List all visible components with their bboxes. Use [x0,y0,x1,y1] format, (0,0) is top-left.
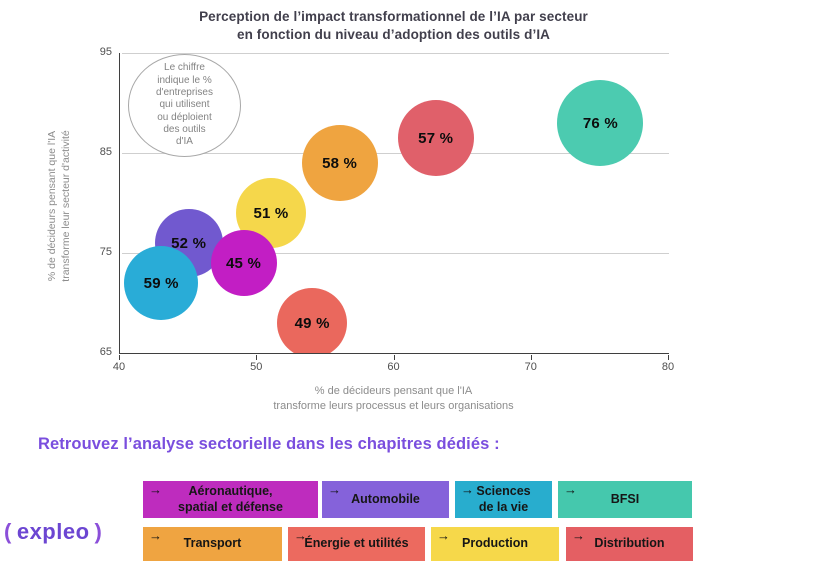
y-tick-75: 75 [99,246,112,258]
legend-item-énergie-et-utilités[interactable]: → Énergie et utilités [288,527,425,561]
legend-item-aéronautique-spatial-et-défense[interactable]: → Aéronautique, spatial et défense [143,481,318,518]
legend-item-label: Distribution [594,536,665,551]
legend-item-label: BFSI [610,491,640,506]
gridline-y-85 [122,153,669,154]
arrow-right-icon: → [437,528,450,543]
arrow-right-icon: → [149,528,162,543]
bubble-label: 59 % [143,274,179,292]
legend-item-label: Automobile [351,491,420,506]
logo-paren-open: ( [4,519,12,544]
x-tick-60: 60 [387,361,400,373]
bubble-size-note: Le chiffre indique le % d'entreprises qu… [128,54,241,157]
y-axis-label-line2: transforme leur secteur d'activité [59,130,72,282]
x-axis-label: % de décideurs pensant que l'IA transfor… [119,384,668,413]
x-tick-70: 70 [524,361,537,373]
gridline-y-75 [122,253,669,254]
legend-item-label: Production [462,536,528,551]
bubble-label: 51 % [253,204,289,222]
legend-item-label: Transport [183,536,242,551]
bubble-58pct: 58 % [301,125,378,201]
arrow-right-icon: → [572,528,585,543]
bubble-76pct: 76 % [557,80,644,166]
x-tick-40: 40 [112,361,126,373]
bubble-45pct: 45 % [210,230,277,296]
legend-item-automobile[interactable]: → Automobile [322,481,449,518]
legend-item-sciences-de-la-vie[interactable]: → Sciences de la vie [455,481,552,518]
chart-title-line2: en fonction du niveau d’adoption des out… [236,26,551,42]
arrow-right-icon: → [294,528,307,543]
legend-item-transport[interactable]: → Transport [143,527,282,561]
logo-name: expleo [16,519,90,544]
x-axis-label-line1: % de décideurs pensant que l'IA [314,385,473,397]
section-heading: Retrouvez l’analyse sectorielle dans les… [38,435,500,453]
bubble-label: 45 % [226,254,262,272]
x-tick-50: 50 [250,361,263,373]
bubble-label: 57 % [418,129,454,147]
gridline-y-95 [122,53,669,54]
arrow-right-icon: → [564,482,577,497]
x-tickmark-80 [668,354,669,360]
bubble-49pct: 49 % [277,288,348,353]
chart-title-line1: Perception de l’impact transformationnel… [199,9,588,24]
x-tickmark-40 [119,354,120,360]
legend-item-bfsi[interactable]: → BFSI [558,481,692,518]
legend-item-label: Aéronautique, spatial et défense [178,483,283,514]
bubble-label: 58 % [322,154,358,172]
y-axis-label-line1: % de décideurs pensant que l'IA [46,130,58,282]
logo-paren-close: ) [94,519,103,544]
x-tickmark-50 [256,354,258,360]
chart-title: Perception de l’impact transformationnel… [119,8,668,44]
expleo-logo: (expleo) [4,519,102,545]
bubble-59pct: 59 % [124,246,199,320]
x-tick-80: 80 [661,361,675,373]
legend-item-production[interactable]: → Production [431,527,559,561]
y-axis-label: % de décideurs pensant que l'IA transfor… [46,56,74,356]
bubble-label: 76 % [582,114,618,132]
arrow-right-icon: → [461,482,474,497]
plot-area: Le chiffre indique le % d'entreprises qu… [119,53,669,354]
arrow-right-icon: → [328,482,341,497]
y-tick-95: 95 [99,46,112,58]
legend-item-label: Sciences de la vie [476,483,531,514]
x-tickmark-70 [530,354,532,360]
bubble-label: 49 % [294,314,330,332]
bubble-label: 52 % [171,234,207,252]
arrow-right-icon: → [149,482,162,497]
bubble-57pct: 57 % [397,100,474,176]
y-tick-65: 65 [99,346,112,358]
y-tick-85: 85 [99,146,112,158]
x-tickmark-60 [393,354,395,360]
legend-item-label: Énergie et utilités [304,536,409,551]
x-axis-label-line2: transforme leurs processus et leurs orga… [273,399,514,412]
legend-item-distribution[interactable]: → Distribution [566,527,693,561]
